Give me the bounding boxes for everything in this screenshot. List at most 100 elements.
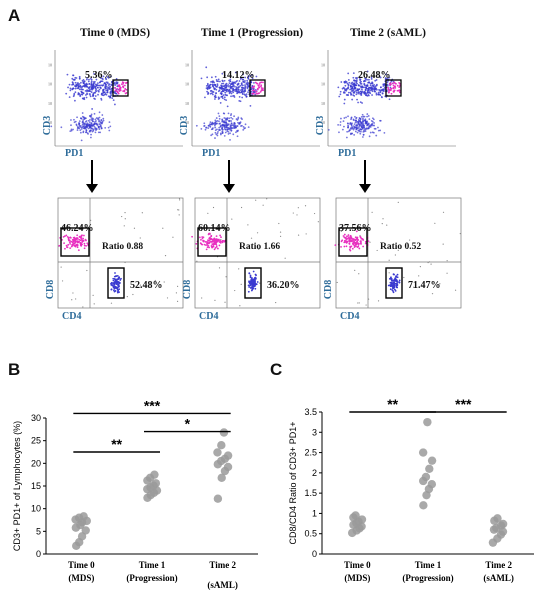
cd8-pct-1: 60.14% xyxy=(198,223,231,234)
y-tick-label: 1 xyxy=(312,508,317,518)
x-tick-label: Time 0 xyxy=(344,560,371,570)
significance-label: *** xyxy=(455,396,472,412)
svg-text:10: 10 xyxy=(185,101,189,106)
cd8-cd4-plot-1 xyxy=(191,197,321,309)
y-tick-label: 2 xyxy=(312,468,317,478)
x-tick-sublabel: (Progression) xyxy=(126,573,177,583)
column-title-0: Time 0 (MDS) xyxy=(79,27,151,39)
cd3-axis-label-2: CD3 xyxy=(315,115,327,136)
svg-text:10: 10 xyxy=(48,120,52,125)
data-point xyxy=(427,456,437,465)
data-point xyxy=(498,519,508,529)
data-point xyxy=(151,479,161,488)
svg-text:10: 10 xyxy=(185,120,189,125)
x-tick-sublabel: (MDS) xyxy=(68,573,94,583)
data-point xyxy=(81,526,90,535)
chart-c: 0 0.5 1 1.5 2 2.5 3 3.5 CD8/CD4 Ratio of CD3+ PD… xyxy=(288,396,534,583)
significance-label: * xyxy=(185,416,191,432)
svg-text:10: 10 xyxy=(48,82,52,87)
data-point xyxy=(493,514,502,523)
cd8-pct-0: 46.24% xyxy=(61,223,94,234)
y-axis-label: CD3+ PD1+ of Lymphocytes (%) xyxy=(12,421,22,551)
cd4-axis-label-0: CD4 xyxy=(62,311,82,322)
svg-text:10: 10 xyxy=(321,101,325,106)
svg-text:10: 10 xyxy=(48,62,52,67)
y-tick-label: 2.5 xyxy=(304,448,317,458)
data-point xyxy=(223,462,233,472)
cd8-cd4-plot-0 xyxy=(57,197,184,309)
ratio-label-2: Ratio 0.52 xyxy=(380,242,422,252)
top-gate-pct-1: 14.12% xyxy=(222,70,255,81)
cd8-cd4-plot-2 xyxy=(334,197,462,309)
y-tick-label: 5 xyxy=(36,526,41,536)
data-point xyxy=(150,470,159,479)
down-arrow-icon-0 xyxy=(86,160,98,193)
significance-label: *** xyxy=(144,397,161,413)
cd8-axis-label-1: CD8 xyxy=(182,279,194,300)
top-gate-pct-0: 5.36% xyxy=(85,70,113,81)
y-tick-label: 25 xyxy=(31,436,41,446)
data-point xyxy=(79,512,88,521)
significance-label: ** xyxy=(387,396,398,412)
y-tick-label: 0.5 xyxy=(304,529,317,539)
x-tick-sublabel: (Progression) xyxy=(402,573,453,583)
y-axis-label: CD8/CD4 Ratio of CD3+ PD1+ xyxy=(288,421,298,544)
y-tick-label: 0 xyxy=(36,549,41,559)
y-tick-label: 1.5 xyxy=(304,488,317,498)
cd3-pd1-plot-1: 10 10 10 10 xyxy=(185,50,320,147)
cd3-pd1-plot-2: 10 10 10 10 xyxy=(321,50,456,147)
cd8-pct-2: 37.56% xyxy=(339,223,372,234)
y-tick-label: 20 xyxy=(31,458,41,468)
cd8-axis-label-2: CD8 xyxy=(323,279,335,300)
svg-text:10: 10 xyxy=(321,82,325,87)
svg-text:10: 10 xyxy=(185,82,189,87)
x-tick-label: Time 2 xyxy=(209,560,236,570)
data-point xyxy=(421,472,431,482)
pd1-axis-label-1: PD1 xyxy=(202,148,221,159)
data-point xyxy=(419,501,428,510)
svg-text:10: 10 xyxy=(48,101,52,106)
data-point xyxy=(357,515,367,524)
data-point xyxy=(351,511,360,520)
svg-text:10: 10 xyxy=(321,62,325,67)
y-tick-label: 0 xyxy=(312,549,317,559)
chart-b: 0 5 10 15 20 25 30 CD3+ PD1+ of Lymphocytes (%)… xyxy=(12,397,258,590)
y-tick-label: 10 xyxy=(31,504,41,514)
y-tick-label: 30 xyxy=(31,413,41,423)
cd4-pct-2: 71.47% xyxy=(408,280,441,291)
panel-letter-c: C xyxy=(270,360,283,379)
data-point xyxy=(427,480,437,489)
down-arrow-icon-2 xyxy=(359,160,371,193)
svg-text:10: 10 xyxy=(185,62,189,67)
data-point xyxy=(213,494,223,503)
cd3-axis-label-1: CD3 xyxy=(179,115,191,136)
x-tick-label: Time 1 xyxy=(415,560,442,570)
flow-cytometry-panel: Time 0 (MDS) 10 10 10 10 5.36% CD3 PD1 46.24% Rat… xyxy=(42,27,462,322)
cd3-pd1-plot-0: 10 10 10 10 xyxy=(48,50,183,147)
significance-label: ** xyxy=(111,436,122,452)
ratio-label-1: Ratio 1.66 xyxy=(239,242,281,252)
svg-text:10: 10 xyxy=(321,120,325,125)
y-tick-label: 3.5 xyxy=(304,407,317,417)
data-point xyxy=(223,451,233,460)
column-title-2: Time 2 (sAML) xyxy=(350,27,426,39)
data-point xyxy=(425,464,434,473)
cd4-axis-label-1: CD4 xyxy=(199,311,219,322)
column-title-1: Time 1 (Progression) xyxy=(200,27,304,39)
data-point xyxy=(219,428,229,437)
data-point xyxy=(418,448,428,457)
x-tick-sublabel: (sAML) xyxy=(207,580,238,590)
data-point xyxy=(217,441,226,450)
cd4-axis-label-2: CD4 xyxy=(340,311,360,322)
data-point xyxy=(423,417,432,427)
cd3-axis-label-0: CD3 xyxy=(42,115,54,136)
y-tick-label: 3 xyxy=(312,427,317,437)
data-point xyxy=(213,448,222,457)
pd1-axis-label-2: PD1 xyxy=(338,148,357,159)
cd8-axis-label-0: CD8 xyxy=(45,279,57,300)
panel-letter-a: A xyxy=(8,6,21,25)
y-tick-label: 15 xyxy=(31,481,41,491)
down-arrow-icon-1 xyxy=(223,160,235,193)
cd4-pct-1: 36.20% xyxy=(267,280,300,291)
pd1-axis-label-0: PD1 xyxy=(65,148,84,159)
